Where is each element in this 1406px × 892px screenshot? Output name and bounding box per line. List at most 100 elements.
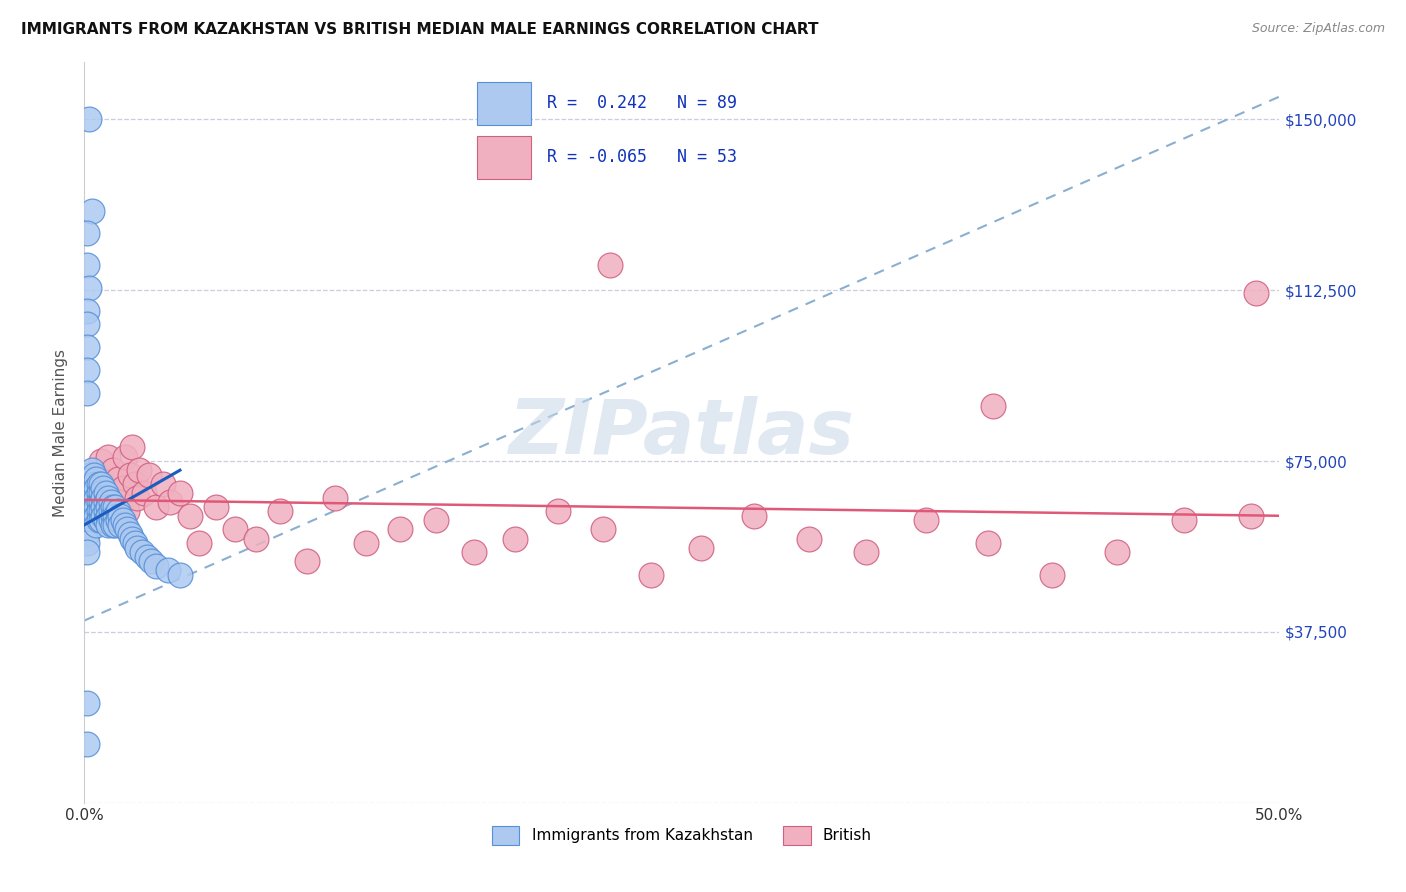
Point bbox=[101, 508, 124, 523]
Point bbox=[86, 508, 108, 523]
Point bbox=[83, 476, 105, 491]
Point bbox=[157, 564, 180, 578]
Point bbox=[152, 476, 174, 491]
Point bbox=[76, 696, 98, 710]
Point bbox=[83, 486, 105, 500]
Point bbox=[135, 549, 157, 564]
Point bbox=[914, 513, 936, 527]
Point bbox=[111, 482, 134, 496]
Point bbox=[797, 532, 820, 546]
Point bbox=[76, 491, 98, 505]
Point bbox=[690, 541, 713, 555]
Point bbox=[93, 482, 115, 496]
Point bbox=[77, 476, 100, 491]
Point bbox=[76, 363, 98, 377]
Y-axis label: Median Male Earnings: Median Male Earnings bbox=[53, 349, 69, 516]
Point bbox=[94, 513, 117, 527]
Point bbox=[86, 482, 108, 496]
Point bbox=[80, 500, 103, 514]
Point bbox=[124, 536, 146, 550]
Point bbox=[179, 508, 201, 523]
Point bbox=[121, 441, 143, 455]
Point bbox=[87, 495, 110, 509]
Point bbox=[93, 500, 115, 514]
Point bbox=[125, 491, 148, 505]
Point bbox=[110, 495, 132, 509]
Point bbox=[86, 472, 108, 486]
Point bbox=[245, 532, 267, 546]
Point bbox=[97, 508, 120, 523]
Text: Source: ZipAtlas.com: Source: ZipAtlas.com bbox=[1251, 22, 1385, 36]
Point bbox=[356, 536, 378, 550]
Point bbox=[94, 486, 117, 500]
Point bbox=[640, 568, 662, 582]
Point bbox=[107, 513, 129, 527]
Point bbox=[100, 504, 122, 518]
Point bbox=[97, 491, 120, 505]
Point bbox=[977, 536, 1000, 550]
Point bbox=[93, 508, 115, 523]
Text: ZIPatlas: ZIPatlas bbox=[509, 396, 855, 469]
Point bbox=[981, 400, 1004, 414]
Point bbox=[100, 513, 122, 527]
Point bbox=[114, 517, 136, 532]
Point bbox=[90, 504, 112, 518]
Point bbox=[104, 486, 127, 500]
Point bbox=[76, 517, 98, 532]
Point bbox=[145, 558, 167, 573]
Point bbox=[121, 532, 143, 546]
Point bbox=[1240, 508, 1263, 523]
Point bbox=[90, 454, 112, 468]
Point bbox=[76, 303, 98, 318]
Point bbox=[205, 500, 228, 514]
Point bbox=[93, 476, 115, 491]
Point bbox=[76, 340, 98, 354]
Point bbox=[110, 517, 132, 532]
Point bbox=[145, 500, 167, 514]
Point bbox=[118, 467, 141, 482]
Point bbox=[592, 523, 614, 537]
Point bbox=[80, 482, 103, 496]
Point bbox=[77, 486, 100, 500]
Point bbox=[87, 476, 110, 491]
Point bbox=[76, 737, 98, 751]
Point bbox=[599, 258, 621, 272]
Point bbox=[83, 495, 105, 509]
Point bbox=[77, 504, 100, 518]
Point bbox=[80, 508, 103, 523]
Point bbox=[111, 513, 134, 527]
Point bbox=[107, 504, 129, 518]
Point bbox=[188, 536, 211, 550]
Point bbox=[77, 281, 100, 295]
Point bbox=[114, 450, 136, 464]
Point bbox=[77, 112, 100, 127]
Point bbox=[77, 495, 100, 509]
Point bbox=[101, 500, 124, 514]
Point bbox=[76, 500, 98, 514]
Point bbox=[742, 508, 765, 523]
Point bbox=[100, 500, 122, 514]
Point bbox=[76, 385, 98, 400]
Point bbox=[83, 467, 105, 482]
Point bbox=[86, 467, 108, 482]
Point bbox=[124, 476, 146, 491]
Legend: Immigrants from Kazakhstan, British: Immigrants from Kazakhstan, British bbox=[486, 820, 877, 851]
Point bbox=[547, 504, 569, 518]
Point bbox=[118, 527, 141, 541]
Point bbox=[83, 504, 105, 518]
Point bbox=[1042, 568, 1064, 582]
Point bbox=[86, 517, 108, 532]
Point bbox=[131, 545, 153, 559]
Point bbox=[224, 523, 246, 537]
Point bbox=[425, 513, 447, 527]
Point bbox=[132, 486, 156, 500]
Point bbox=[104, 508, 127, 523]
Point bbox=[104, 500, 127, 514]
Point bbox=[87, 486, 110, 500]
Point bbox=[101, 517, 124, 532]
Point bbox=[159, 495, 181, 509]
Point bbox=[90, 495, 112, 509]
Point bbox=[80, 491, 103, 505]
Point bbox=[80, 203, 103, 218]
Point bbox=[76, 527, 98, 541]
